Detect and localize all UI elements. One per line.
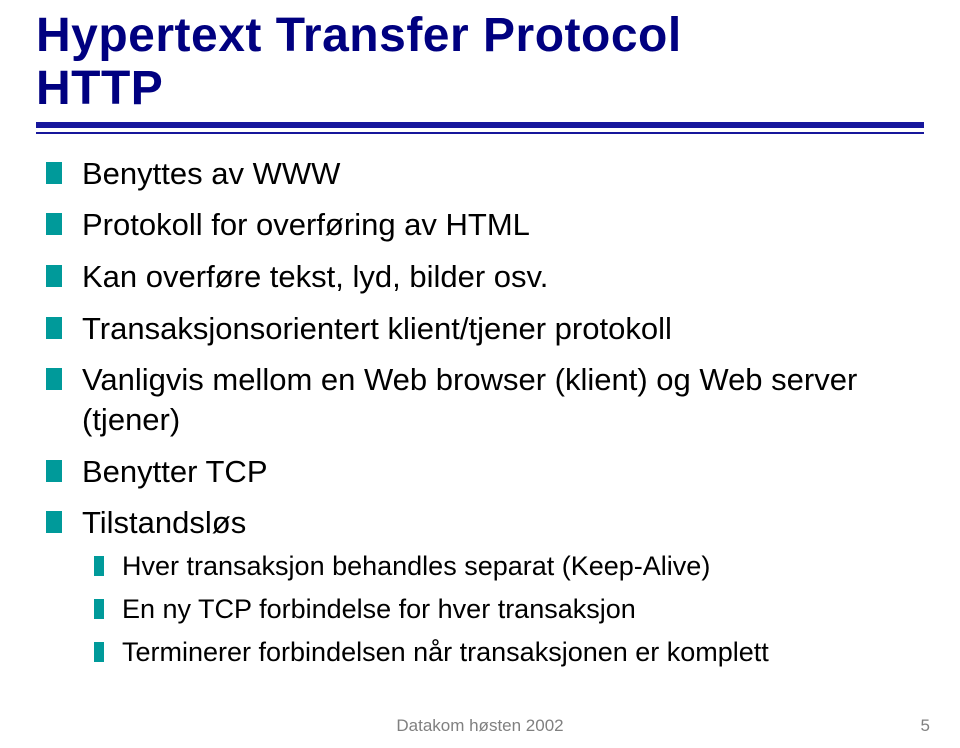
- sub-bullet-item: Terminerer forbindelsen når transaksjone…: [92, 635, 924, 670]
- bullet-text: Benytter TCP: [82, 454, 268, 489]
- bullet-item: Protokoll for overføring av HTML: [42, 205, 924, 245]
- bullet-list: Benyttes av WWW Protokoll for overføring…: [36, 154, 924, 671]
- bullet-text: Tilstandsløs: [82, 505, 246, 540]
- rule-thick: [36, 122, 924, 128]
- sub-bullet-text: Terminerer forbindelsen når transaksjone…: [122, 637, 769, 667]
- title-rule: [36, 122, 924, 134]
- bullet-item: Benytter TCP: [42, 452, 924, 492]
- bullet-item: Tilstandsløs Hver transaksjon behandles …: [42, 503, 924, 670]
- slide: Hypertext Transfer Protocol HTTP Benytte…: [0, 0, 960, 748]
- bullet-text: Kan overføre tekst, lyd, bilder osv.: [82, 259, 548, 294]
- bullet-item: Transaksjonsorientert klient/tjener prot…: [42, 309, 924, 349]
- bullet-text: Protokoll for overføring av HTML: [82, 207, 530, 242]
- title-line-1: Hypertext Transfer Protocol: [36, 9, 682, 62]
- bullet-item: Vanligvis mellom en Web browser (klient)…: [42, 360, 924, 439]
- bullet-text: Vanligvis mellom en Web browser (klient)…: [82, 362, 857, 437]
- sub-bullet-item: Hver transaksjon behandles separat (Keep…: [92, 549, 924, 584]
- bullet-text: Transaksjonsorientert klient/tjener prot…: [82, 311, 672, 346]
- sub-bullet-text: En ny TCP forbindelse for hver transaksj…: [122, 594, 636, 624]
- footer-text: Datakom høsten 2002: [0, 716, 960, 736]
- sub-bullet-list: Hver transaksjon behandles separat (Keep…: [82, 549, 924, 670]
- sub-bullet-text: Hver transaksjon behandles separat (Keep…: [122, 551, 710, 581]
- slide-title: Hypertext Transfer Protocol HTTP: [36, 10, 924, 116]
- title-line-2: HTTP: [36, 62, 163, 115]
- bullet-item: Benyttes av WWW: [42, 154, 924, 194]
- sub-bullet-item: En ny TCP forbindelse for hver transaksj…: [92, 592, 924, 627]
- bullet-item: Kan overføre tekst, lyd, bilder osv.: [42, 257, 924, 297]
- page-number: 5: [921, 716, 930, 736]
- bullet-text: Benyttes av WWW: [82, 156, 340, 191]
- rule-thin: [36, 132, 924, 134]
